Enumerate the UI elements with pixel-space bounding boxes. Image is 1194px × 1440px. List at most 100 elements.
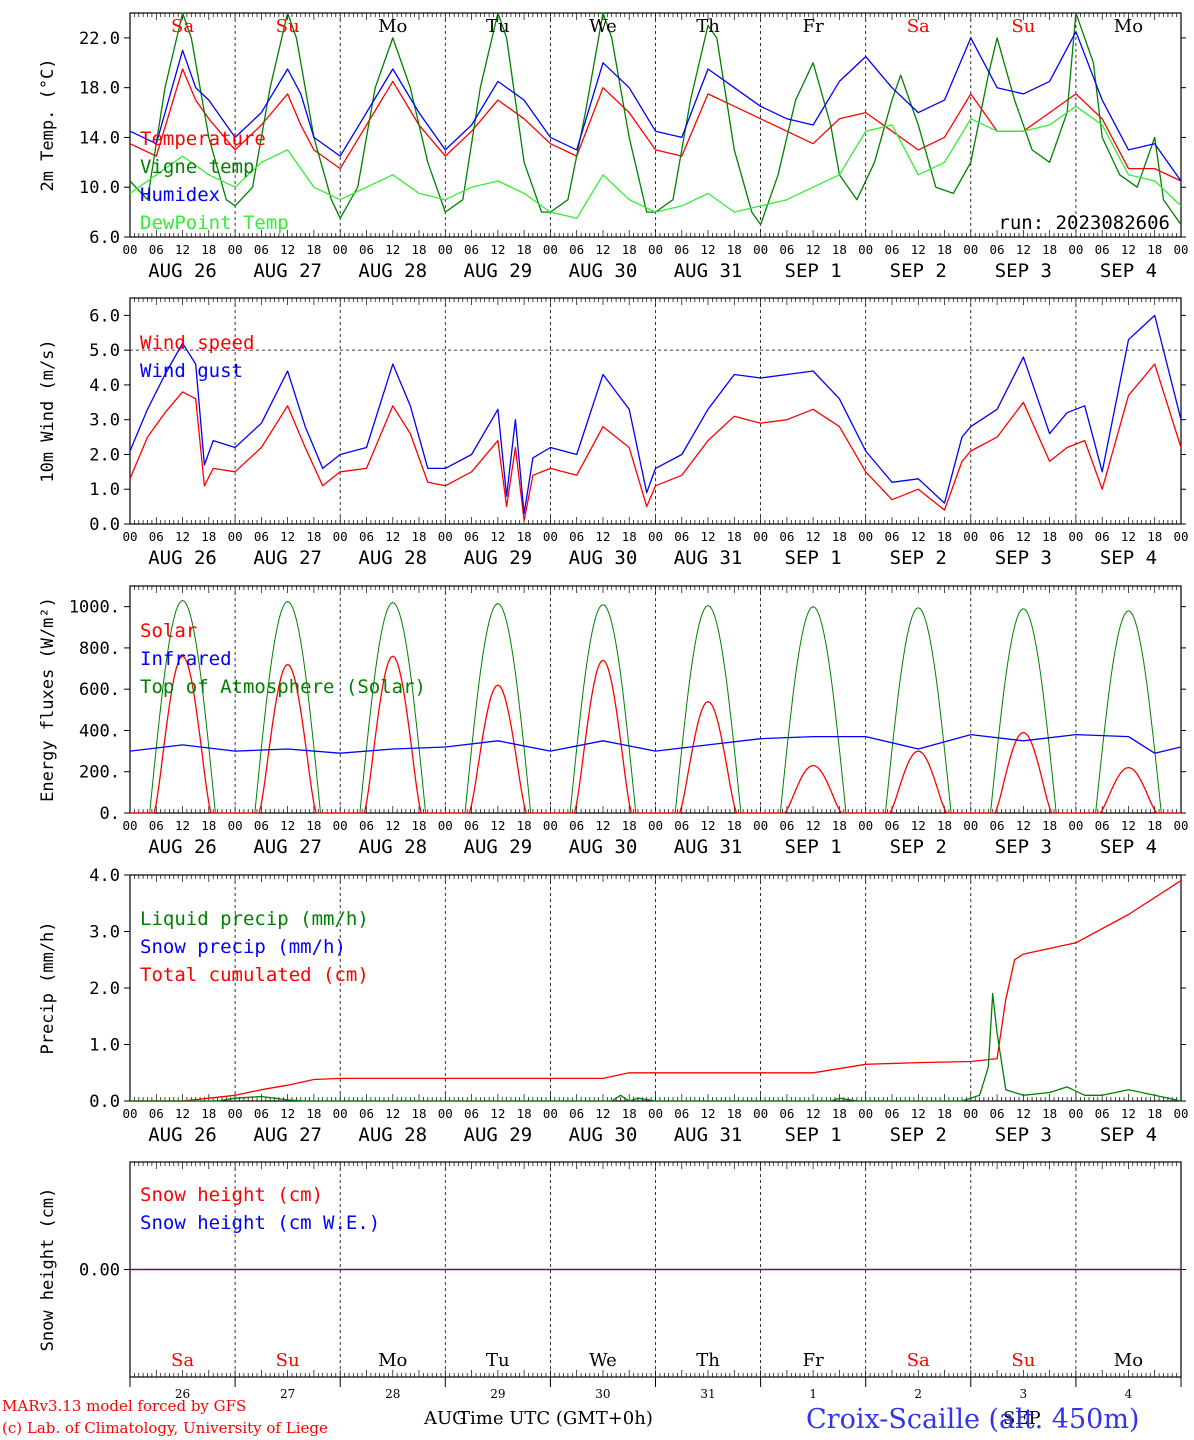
series-infrared <box>129 733 1182 754</box>
date-label: SEP 4 <box>1100 836 1157 858</box>
legend-entry: Snow height (cm W.E.) <box>140 1212 380 1234</box>
hour-tick-label: 00 <box>333 529 348 544</box>
hour-tick-label: 06 <box>359 818 374 833</box>
date-label: SEP 1 <box>785 836 842 858</box>
legend-entry: Total cumulated (cm) <box>140 964 369 986</box>
date-label: SEP 2 <box>890 836 947 858</box>
y-tick-label: 0. <box>100 804 120 824</box>
day-number: 1 <box>809 1387 817 1401</box>
hour-tick-label: 00 <box>858 818 873 833</box>
series-liquid-precip-mm-h- <box>130 992 1182 1102</box>
month-label-left: AUG <box>423 1408 467 1429</box>
date-label: AUG 30 <box>569 1124 638 1146</box>
hour-tick-label: 18 <box>201 529 216 544</box>
legend-entry: Snow height (cm) <box>140 1184 323 1206</box>
panel-snow: 0.00 Snow height (cm) Snow height (cm) Snow… <box>38 1161 1186 1401</box>
weekday-label: Tu <box>486 16 510 37</box>
hour-tick-label: 06 <box>779 1106 794 1121</box>
hour-tick-label: 12 <box>806 1106 821 1121</box>
y-tick-label: 18.0 <box>79 79 120 99</box>
day-number: 4 <box>1125 1387 1133 1401</box>
hour-tick-label: 06 <box>464 818 479 833</box>
hour-tick-label: 18 <box>517 818 532 833</box>
toa-solar-day <box>235 601 341 814</box>
date-label: AUG 26 <box>148 260 217 282</box>
hour-tick-label: 00 <box>438 818 453 833</box>
date-label: SEP 1 <box>785 1124 842 1146</box>
toa-solar-day <box>1075 610 1181 814</box>
hour-tick-label: 18 <box>832 818 847 833</box>
date-label: SEP 4 <box>1100 1124 1157 1146</box>
y-tick-label: 5.0 <box>89 341 120 361</box>
hour-tick-label: 00 <box>438 529 453 544</box>
hour-tick-label: 00 <box>228 242 243 257</box>
hour-tick-label: 18 <box>622 1106 637 1121</box>
hour-tick-label: 18 <box>1042 529 1057 544</box>
hour-tick-label: 12 <box>911 242 926 257</box>
hour-tick-label: 12 <box>1121 529 1136 544</box>
hour-tick-label: 18 <box>1147 1106 1162 1121</box>
date-label: SEP 4 <box>1100 547 1157 569</box>
hour-tick-label: 00 <box>858 242 873 257</box>
hour-tick-label: 00 <box>1173 818 1188 833</box>
hour-tick-label: 06 <box>569 818 584 833</box>
y-axis-label: Snow height (cm) <box>38 1188 58 1352</box>
hour-tick-label: 00 <box>963 1106 978 1121</box>
day-number: 27 <box>280 1387 295 1401</box>
weekday-label: Th <box>696 16 720 37</box>
hour-tick-label: 00 <box>543 818 558 833</box>
weekday-label: Sa <box>907 16 930 37</box>
hour-tick-label: 06 <box>674 242 689 257</box>
legend-entry: Solar <box>140 620 197 642</box>
hour-tick-label: 00 <box>753 818 768 833</box>
solar-day <box>550 659 656 814</box>
weekday-label: Mo <box>378 1350 407 1371</box>
solar-day <box>1075 766 1181 814</box>
hour-ticks <box>129 586 1182 813</box>
panel-temperature: 6.0 10.0 14.0 18.0 22.0 2m Temp. (°C) 00 06 12 18… <box>38 12 1189 282</box>
y-tick-label: 3.0 <box>89 923 120 943</box>
hour-tick-label: 00 <box>333 1106 348 1121</box>
hour-tick-label: 00 <box>963 242 978 257</box>
hour-tick-label: 18 <box>517 242 532 257</box>
weekday-label: Fr <box>803 16 824 37</box>
hour-tick-label: 18 <box>411 242 426 257</box>
y-tick-label: 400. <box>79 721 120 741</box>
hour-tick-label: 12 <box>175 529 190 544</box>
date-label: AUG 30 <box>569 547 638 569</box>
hour-tick-label: 12 <box>280 818 295 833</box>
hour-ticks <box>129 1162 1182 1377</box>
hour-tick-label: 06 <box>254 242 269 257</box>
run-label: run: 2023082606 <box>998 212 1170 234</box>
series-humidex <box>129 31 1182 182</box>
date-label: AUG 27 <box>253 836 322 858</box>
hour-tick-label: 00 <box>543 529 558 544</box>
hour-tick-label: 00 <box>333 818 348 833</box>
hour-tick-label: 06 <box>674 1106 689 1121</box>
y-tick-label: 2.0 <box>89 445 120 465</box>
weekday-label: Mo <box>1114 16 1143 37</box>
hour-tick-label: 06 <box>359 1106 374 1121</box>
hour-tick-label: 18 <box>622 529 637 544</box>
legend-entry: Temperature <box>140 128 266 150</box>
y-tick-label: 0.0 <box>89 515 120 535</box>
hour-tick-label: 12 <box>385 242 400 257</box>
weekday-label: Sa <box>907 1350 930 1371</box>
hour-tick-label: 06 <box>674 818 689 833</box>
y-tick-label: 1.0 <box>89 480 120 500</box>
hour-tick-label: 00 <box>1173 242 1188 257</box>
hour-tick-label: 00 <box>122 818 137 833</box>
hour-tick-label: 12 <box>280 529 295 544</box>
footer: MARv3.13 model forced by GFS (c) Lab. of… <box>2 1397 1139 1437</box>
hour-tick-label: 12 <box>385 529 400 544</box>
day-number: 31 <box>700 1387 715 1401</box>
hour-tick-label: 00 <box>1173 529 1188 544</box>
weekday-label: Tu <box>486 1350 510 1371</box>
hour-tick-label: 18 <box>1042 242 1057 257</box>
hour-tick-label: 06 <box>149 818 164 833</box>
date-label: SEP 3 <box>995 1124 1052 1146</box>
date-label: AUG 28 <box>358 1124 427 1146</box>
y-tick-label: 2.0 <box>89 979 120 999</box>
date-label: SEP 2 <box>890 260 947 282</box>
hour-ticks <box>129 875 1182 1101</box>
